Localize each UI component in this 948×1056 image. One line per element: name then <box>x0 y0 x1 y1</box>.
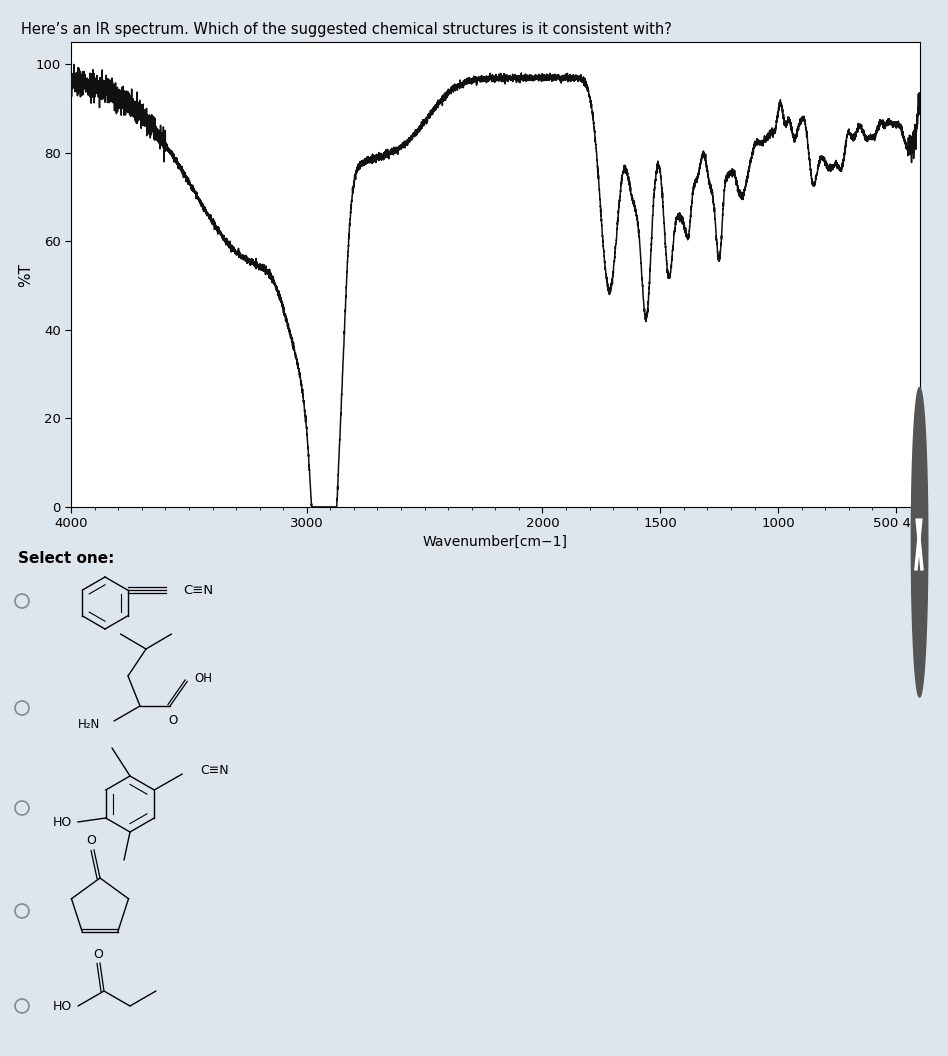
Polygon shape <box>911 388 928 697</box>
Text: C≡N: C≡N <box>184 584 213 597</box>
Text: H₂N: H₂N <box>78 717 100 731</box>
Text: O: O <box>169 714 177 727</box>
Text: HO: HO <box>53 999 72 1013</box>
X-axis label: Wavenumber[cm−1]: Wavenumber[cm−1] <box>423 534 568 548</box>
Text: O: O <box>93 947 103 961</box>
Text: O: O <box>86 834 96 848</box>
Y-axis label: %T: %T <box>18 263 32 286</box>
Text: HO: HO <box>52 815 72 829</box>
Text: Here’s an IR spectrum. Which of the suggested chemical structures is it consiste: Here’s an IR spectrum. Which of the sugg… <box>21 22 672 37</box>
Text: C≡N: C≡N <box>200 765 228 777</box>
Text: OH: OH <box>194 672 212 685</box>
Text: Select one:: Select one: <box>18 551 115 566</box>
